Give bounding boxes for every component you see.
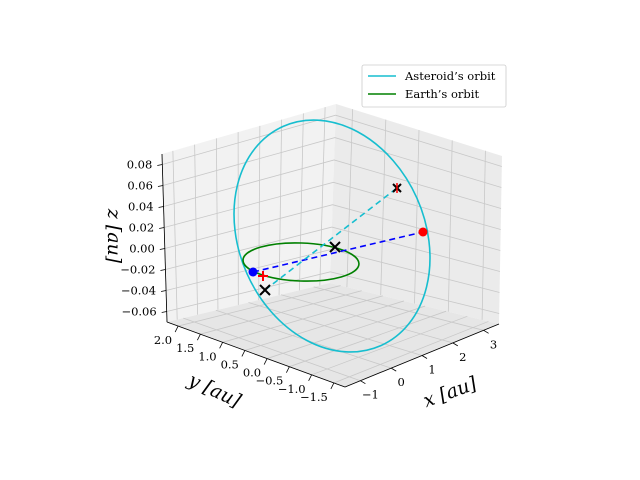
z-grid-line	[163, 159, 502, 209]
earth-orbit-line	[242, 242, 360, 282]
z-tick-label: −0.06	[121, 305, 156, 319]
asteroid-orbit-line	[233, 119, 431, 353]
x-tick-mark	[360, 380, 366, 385]
left-pane-vgrid	[172, 150, 178, 320]
z-tick-mark	[159, 248, 165, 250]
right-pane-vgrid	[481, 150, 486, 320]
x-tick-mark	[452, 342, 459, 347]
y-tick-mark	[219, 342, 223, 349]
left-pane-vgrid	[194, 144, 198, 315]
z-grid-line	[162, 137, 502, 188]
left-pane	[162, 104, 336, 322]
z-tick-label: 0.08	[127, 158, 153, 172]
z-tick-mark	[159, 227, 165, 229]
z-grid-line	[165, 226, 501, 272]
blue-dot-marker	[248, 267, 258, 277]
z-tick-mark	[161, 311, 167, 313]
x-tick-label: 1	[428, 363, 435, 377]
legend-asteroid-label: Asteroid’s orbit	[404, 69, 496, 83]
y-tick-label: −1.0	[278, 382, 306, 396]
y-tick-mark	[330, 382, 335, 390]
y-tick-label: 2.0	[154, 333, 172, 347]
z-axis-label: z [au]	[103, 208, 125, 264]
z-tick-label: −0.04	[121, 284, 156, 298]
right-pane-vgrid	[447, 140, 453, 312]
z-tick-label: 0.06	[127, 179, 153, 193]
left-pane-vgrid	[215, 138, 219, 310]
z-tick-mark	[157, 185, 164, 187]
y-tick-label: −0.5	[255, 374, 283, 388]
y-tick-mark	[197, 334, 201, 341]
left-pane-vgrid	[319, 107, 326, 286]
x-axis-label: x [au]	[420, 372, 480, 412]
z-grid-line	[162, 114, 502, 167]
lower-cross-marker	[259, 284, 271, 296]
x-grid-line	[248, 302, 423, 356]
blue-dashed-line	[252, 231, 424, 273]
z-tick-mark	[160, 269, 166, 271]
red-plus-marker	[258, 271, 268, 281]
center-cross-marker	[329, 241, 341, 253]
right-pane	[330, 104, 502, 324]
x-grid-line	[183, 317, 361, 382]
z-grid-line	[164, 204, 501, 251]
z-tick-label: 0.04	[128, 200, 154, 214]
red-dot-marker	[418, 227, 428, 237]
x-tick-label: 0	[398, 375, 405, 389]
z-tick-label: 0.02	[129, 221, 155, 235]
z-grid-line	[166, 271, 500, 314]
z-tick-mark	[158, 206, 164, 208]
z-axis-line	[161, 153, 168, 323]
x-tick-mark	[421, 355, 428, 359]
right-pane-vgrid	[346, 109, 353, 288]
x-grid-line	[313, 286, 484, 331]
y-tick-label: 0.5	[221, 357, 239, 371]
x-tick-label: −1	[362, 388, 379, 402]
x-tick-label: 3	[490, 337, 497, 351]
cyan-dashed-line	[264, 187, 398, 291]
legend: Asteroid’s orbit Earth’s orbit	[361, 64, 507, 108]
x-tick-mark	[390, 367, 397, 372]
grid-lines	[162, 107, 502, 384]
y-tick-mark	[241, 350, 246, 357]
z-grid-line	[165, 249, 500, 293]
y-axis-label: y [au]	[184, 369, 245, 413]
right-pane-vgrid	[414, 129, 420, 304]
y-tick-label: −1.5	[300, 390, 328, 404]
y-axis-line	[166, 321, 346, 388]
right-pane-vgrid	[380, 119, 387, 296]
x-tick-mark	[483, 329, 489, 334]
z-tick-label: −0.02	[120, 263, 155, 277]
y-tick-label: 1.0	[198, 349, 216, 363]
y-tick-label: 0.0	[243, 366, 261, 380]
y-tick-mark	[174, 325, 179, 333]
x-tick-label: 2	[459, 350, 466, 364]
y-tick-label: 1.5	[176, 341, 194, 355]
left-pane-vgrid	[278, 119, 283, 296]
y-tick-mark	[308, 374, 312, 381]
x-grid-line	[280, 294, 453, 344]
z-tick-label: 0.00	[129, 242, 155, 256]
z-tick-mark	[157, 164, 163, 166]
y-tick-mark	[286, 366, 290, 373]
left-pane-vgrid	[299, 113, 304, 291]
z-grid-line	[164, 181, 501, 230]
legend-earth-label: Earth’s orbit	[405, 87, 479, 101]
axis-ticks: −0.06−0.04−0.020.000.020.040.060.082.01.…	[120, 158, 497, 404]
y-tick-mark	[263, 358, 268, 365]
z-tick-mark	[160, 290, 167, 292]
